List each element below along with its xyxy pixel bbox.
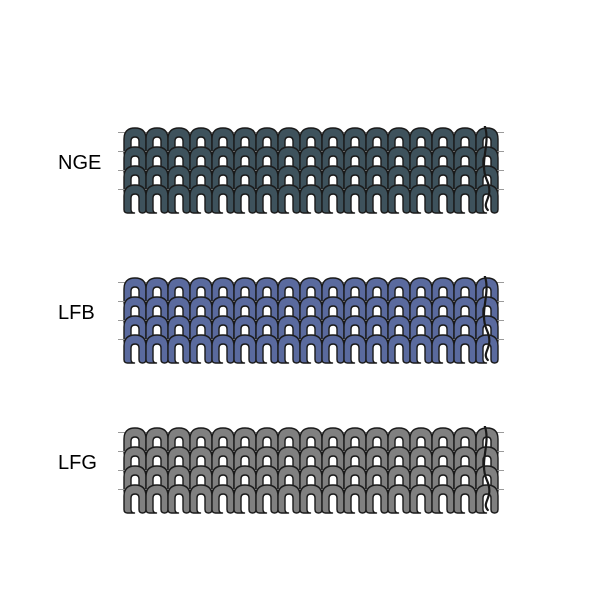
swatch-graphic-lfg (112, 426, 512, 522)
swatch-label-nge: NGE (58, 152, 101, 175)
swatch-label-lfb: LFB (58, 302, 95, 325)
swatch-graphic-nge (112, 126, 512, 222)
swatch-row-lfb: LFB (0, 276, 600, 366)
swatch-row-nge: NGE (0, 126, 600, 216)
swatch-label-lfg: LFG (58, 452, 97, 475)
swatch-row-lfg: LFG (0, 426, 600, 516)
swatch-graphic-lfb (112, 276, 512, 372)
